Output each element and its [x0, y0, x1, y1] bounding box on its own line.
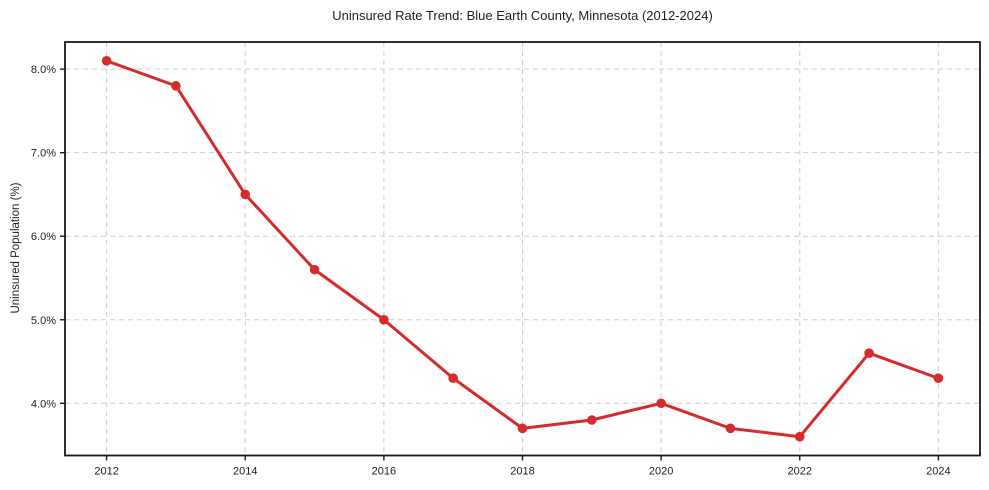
y-tick-label: 6.0%: [31, 231, 56, 243]
data-point-2013: [171, 81, 181, 91]
data-point-2015: [309, 264, 320, 275]
y-tick-label: 7.0%: [31, 148, 56, 160]
data-point-2018: [517, 423, 528, 434]
y-tick-label: 8.0%: [31, 64, 56, 76]
data-point-2024: [933, 373, 944, 384]
y-axis-label: Uninsured Population (%): [10, 182, 22, 314]
x-tick-label: 2016: [372, 466, 396, 478]
x-tick-label: 2018: [510, 466, 534, 478]
y-tick-label: 4.0%: [31, 398, 56, 410]
data-point-2016: [379, 314, 389, 325]
data-point-2021: [725, 423, 736, 434]
x-tick-label: 2014: [233, 466, 257, 478]
data-point-2014: [240, 189, 251, 200]
data-point-2020: [656, 398, 666, 409]
data-point-2022: [794, 431, 805, 442]
data-point-2019: [587, 415, 597, 425]
data-point-2017: [448, 373, 458, 384]
chart-title: Uninsured Rate Trend: Blue Earth County,…: [332, 8, 713, 23]
data-point-2012: [101, 55, 112, 66]
x-tick-label: 2012: [94, 466, 118, 478]
x-tick-label: 2022: [788, 466, 812, 478]
x-tick-label: 2024: [926, 466, 950, 478]
x-tick-label: 2020: [649, 466, 673, 478]
y-tick-label: 5.0%: [31, 315, 56, 327]
data-point-2023: [864, 348, 874, 358]
